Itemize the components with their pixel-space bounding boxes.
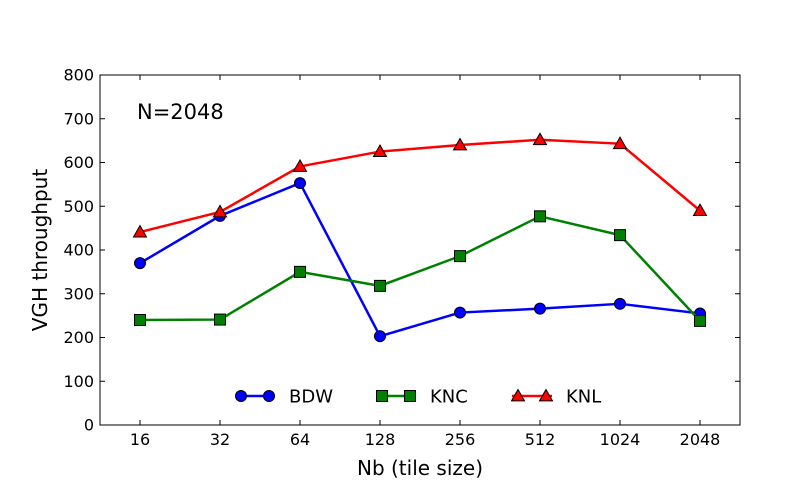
y-tick-label: 500 — [63, 197, 94, 216]
series-line-knc — [139, 215, 701, 322]
data-point-bdw — [134, 257, 146, 270]
legend-label-knl: KNL — [566, 387, 601, 408]
legend-label-knc: KNC — [430, 387, 468, 408]
legend-item-knl: KNL — [510, 387, 601, 408]
plot-area — [99, 74, 741, 426]
y-tick-label: 800 — [63, 66, 94, 85]
data-point-knl — [372, 144, 388, 157]
x-tick-label: 32 — [210, 430, 230, 449]
y-axis: 0 100 200 300 400 500 600 700 800 — [63, 66, 740, 435]
data-point-bdw — [614, 297, 626, 310]
x-tick-label: 16 — [130, 430, 150, 449]
data-point-bdw — [454, 306, 466, 319]
data-point-knl — [532, 132, 548, 146]
y-tick-label: 200 — [63, 328, 94, 347]
data-point-bdw — [534, 302, 546, 315]
legend-item-knc: KNC — [376, 387, 468, 408]
data-point-knl — [612, 136, 628, 150]
series-knc — [134, 210, 706, 327]
data-point-knl — [692, 203, 708, 216]
data-point-knc — [614, 229, 626, 242]
data-point-knc — [534, 210, 546, 223]
y-axis-title: VGH throughput — [28, 169, 52, 332]
annotation-text: N=2048 — [137, 100, 224, 124]
x-tick-label: 256 — [445, 430, 476, 449]
legend: BDW KNC KNL — [235, 387, 601, 408]
legend-marker-bdw — [235, 390, 247, 402]
data-point-knl — [132, 224, 148, 238]
x-axis: 16 32 64 128 256 512 1024 2048 — [130, 75, 721, 449]
x-tick-label: 512 — [525, 430, 556, 449]
data-point-bdw — [294, 177, 306, 190]
data-point-knc — [134, 314, 146, 326]
x-tick-label: 128 — [365, 430, 396, 449]
series-line-knl — [139, 138, 701, 234]
x-tick-label: 1024 — [600, 430, 641, 449]
y-tick-label: 0 — [84, 416, 94, 435]
series-line-bdw — [139, 181, 701, 338]
legend-item-bdw: BDW — [235, 387, 333, 408]
legend-label-bdw: BDW — [289, 387, 333, 408]
data-point-knc — [694, 314, 706, 327]
data-point-knl — [452, 137, 468, 151]
data-point-knc — [454, 250, 466, 263]
x-axis-title: Nb (tile size) — [357, 456, 483, 480]
legend-marker-knl — [538, 388, 554, 402]
y-tick-label: 600 — [63, 153, 94, 172]
y-tick-label: 100 — [63, 372, 94, 391]
y-tick-label: 300 — [63, 284, 94, 303]
x-tick-label: 2048 — [680, 430, 721, 449]
series-knl — [132, 132, 708, 238]
legend-marker-knc — [404, 390, 416, 402]
legend-marker-knl — [510, 388, 526, 402]
y-tick-label: 700 — [63, 109, 94, 128]
data-point-knl — [292, 158, 308, 172]
x-tick-label: 64 — [290, 430, 310, 449]
data-point-bdw — [374, 330, 386, 343]
legend-marker-bdw — [263, 390, 275, 402]
series-layer — [132, 132, 708, 343]
legend-marker-knc — [376, 390, 388, 402]
data-point-knl — [212, 204, 228, 218]
data-point-knc — [214, 313, 226, 326]
data-point-knc — [294, 265, 306, 278]
y-tick-label: 400 — [63, 241, 94, 260]
data-point-knc — [374, 279, 386, 292]
